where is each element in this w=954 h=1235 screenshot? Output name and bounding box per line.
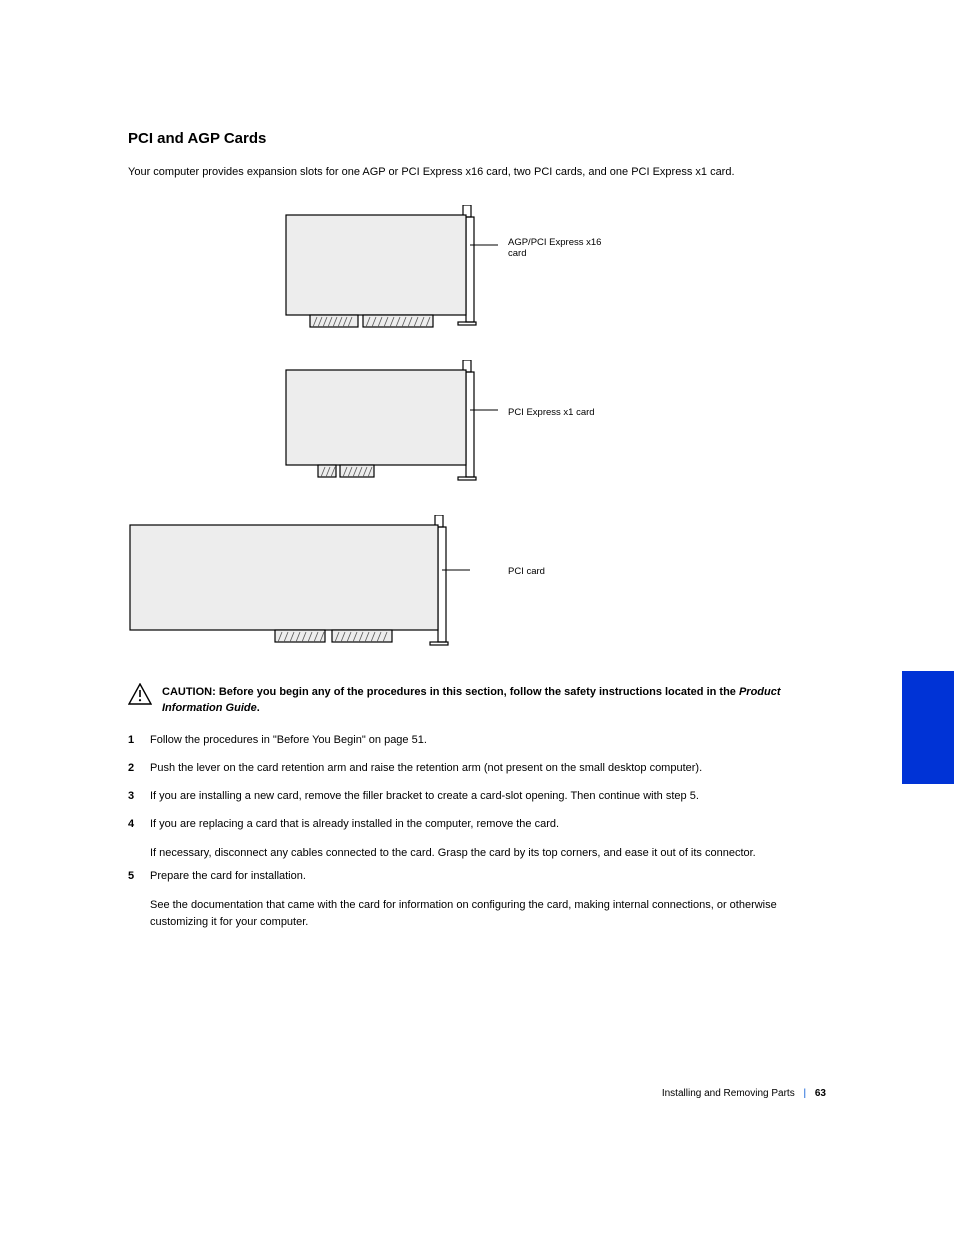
step-4-text: If you are replacing a card that is alre… — [150, 817, 828, 833]
side-tab — [902, 671, 954, 784]
footer-sep: | — [803, 1088, 806, 1099]
page-content: PCI and AGP Cards Your computer provides… — [128, 130, 828, 942]
agp-callout-l2: card — [508, 248, 526, 259]
caution-text: CAUTION: Before you begin any of the pro… — [162, 685, 828, 717]
step-1-text: Follow the procedures in "Before You Beg… — [150, 733, 828, 749]
pci-callout: PCI card — [508, 566, 545, 577]
footer-text: Installing and Removing Parts — [662, 1088, 795, 1099]
agp-card-figure — [148, 205, 498, 345]
step-3: 3 If you are installing a new card, remo… — [128, 789, 828, 805]
step-2-post: desktop computer). — [608, 762, 702, 774]
step-4-num: 4 — [128, 817, 150, 833]
step-2-num: 2 — [128, 761, 150, 777]
pciexp-callout: PCI Express x1 card — [508, 407, 595, 418]
footer-page-number: 63 — [815, 1088, 826, 1099]
step-4: 4 If you are replacing a card that is al… — [128, 817, 828, 833]
card-diagrams: AGP/PCI Express x16 card PCI Express x1 … — [128, 195, 828, 675]
page-footer: Installing and Removing Parts | 63 — [662, 1088, 826, 1099]
step-5-num: 5 — [128, 869, 150, 885]
step-1: 1 Follow the procedures in "Before You B… — [128, 733, 828, 749]
step-3-num: 3 — [128, 789, 150, 805]
step-2: 2 Push the lever on the card retention a… — [128, 761, 828, 777]
caution-tail: . — [257, 702, 260, 714]
caution-block: CAUTION: Before you begin any of the pro… — [128, 685, 828, 717]
pci-card-figure — [120, 515, 480, 665]
pciexp-card-figure — [148, 360, 498, 500]
step-2-text: Push the lever on the card retention arm… — [150, 761, 828, 777]
step-1-num: 1 — [128, 733, 150, 749]
intro-text: Your computer provides expansion slots f… — [128, 165, 828, 181]
step-5-text: Prepare the card for installation. — [150, 869, 828, 885]
step-5: 5 Prepare the card for installation. — [128, 869, 828, 885]
step-5-sub: See the documentation that came with the… — [128, 897, 828, 930]
step-4-sub: If necessary, disconnect any cables conn… — [128, 845, 828, 862]
agp-callout-l1: AGP/PCI Express x16 — [508, 237, 601, 248]
warning-icon — [128, 683, 152, 717]
agp-callout: AGP/PCI Express x16 card — [508, 237, 601, 260]
step-3-text: If you are installing a new card, remove… — [150, 789, 828, 805]
step-2-pre: Push the lever on the card retention arm… — [150, 762, 608, 774]
section-title: PCI and AGP Cards — [128, 130, 828, 147]
caution-bold: CAUTION: Before you begin any of the pro… — [162, 686, 739, 698]
